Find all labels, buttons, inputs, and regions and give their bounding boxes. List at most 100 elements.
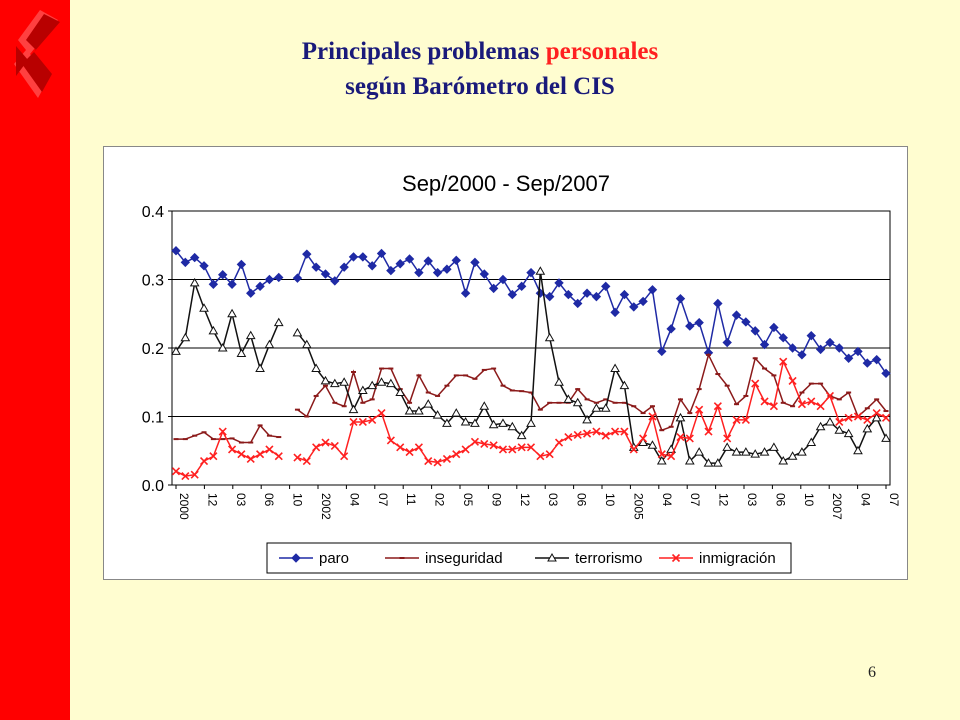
title-accent-word: personales [545, 38, 659, 65]
data-point [573, 430, 582, 440]
x-tick-label: 03 [234, 493, 248, 507]
data-point [508, 445, 517, 454]
data-point [647, 440, 658, 449]
data-point [264, 339, 275, 349]
x-tick-label: 12 [518, 493, 532, 507]
data-point [722, 337, 732, 348]
data-point [245, 330, 256, 340]
data-point [171, 467, 181, 476]
data-point [787, 451, 798, 460]
data-point [863, 415, 872, 424]
data-point [675, 412, 686, 422]
x-tick-label: 05 [461, 493, 475, 507]
data-point [479, 401, 490, 410]
data-point [834, 343, 844, 353]
data-point [348, 252, 359, 262]
x-tick-label: 07 [376, 493, 390, 507]
data-point [844, 413, 853, 422]
data-point [265, 445, 274, 454]
data-point [470, 418, 480, 427]
data-point [451, 255, 461, 266]
data-point [619, 380, 630, 390]
data-point [302, 249, 312, 259]
data-point [843, 353, 854, 363]
data-point [339, 377, 350, 386]
data-point [536, 452, 545, 461]
data-point [620, 427, 629, 436]
data-point [293, 453, 302, 462]
data-point [853, 412, 863, 421]
data-point [312, 443, 321, 452]
data-point [414, 443, 423, 452]
data-point [731, 310, 742, 320]
data-point [638, 437, 648, 447]
data-point [685, 434, 694, 443]
y-tick-label: 0.3 [142, 273, 164, 290]
data-point [815, 421, 826, 431]
data-point [554, 438, 564, 447]
data-point [815, 344, 826, 355]
series-line [297, 352, 887, 432]
data-point [227, 445, 237, 454]
data-point [731, 447, 742, 456]
data-point [807, 397, 816, 406]
data-point [517, 443, 526, 452]
data-point [797, 400, 806, 409]
data-point [667, 452, 676, 461]
y-tick-label: 0.1 [142, 410, 164, 427]
data-point [246, 454, 255, 464]
data-point [545, 450, 554, 459]
data-point [442, 264, 452, 274]
data-point [741, 415, 750, 424]
data-point [862, 423, 873, 433]
data-point [488, 283, 499, 294]
data-point [507, 421, 518, 431]
data-point [554, 377, 564, 386]
data-point [591, 403, 602, 412]
data-point [227, 279, 237, 290]
data-point [488, 419, 499, 429]
legend-label: inmigración [699, 550, 776, 567]
data-point [526, 267, 536, 278]
data-point [367, 380, 378, 390]
series-line [297, 359, 887, 464]
data-point [461, 445, 470, 454]
chart-title: Sep/2000 - Sep/2007 [402, 171, 610, 196]
data-point [442, 418, 452, 427]
data-point [881, 368, 891, 379]
data-point [302, 456, 311, 466]
data-point [498, 418, 508, 427]
cis-logo-icon [14, 10, 60, 98]
x-tick-label: 2007 [830, 493, 844, 520]
x-tick-label: 06 [773, 493, 787, 507]
data-point [695, 405, 704, 414]
data-point [871, 412, 882, 422]
data-point [396, 443, 405, 452]
data-point [657, 450, 666, 459]
data-point [656, 456, 667, 465]
data-point [190, 470, 199, 479]
data-point [591, 291, 602, 302]
data-point [676, 432, 685, 442]
title-line-2: según Barómetro del CIS [345, 73, 615, 100]
x-tick-label: 07 [688, 493, 702, 507]
series-line [296, 271, 887, 464]
data-point [218, 427, 227, 436]
x-tick-label: 06 [262, 493, 276, 507]
data-point [189, 277, 200, 287]
data-point [489, 441, 498, 450]
data-point [629, 302, 639, 312]
data-point [751, 379, 760, 388]
legend-label: inseguridad [425, 550, 503, 567]
data-point [376, 248, 387, 259]
data-point [236, 348, 247, 357]
series-line [175, 280, 280, 371]
data-point [237, 450, 246, 459]
x-tick-label: 07 [887, 493, 901, 507]
data-point [358, 417, 367, 427]
data-point [853, 445, 863, 455]
data-point [414, 406, 424, 415]
sidebar-band [0, 0, 70, 720]
data-point [181, 472, 190, 481]
legend-label: paro [319, 550, 349, 567]
